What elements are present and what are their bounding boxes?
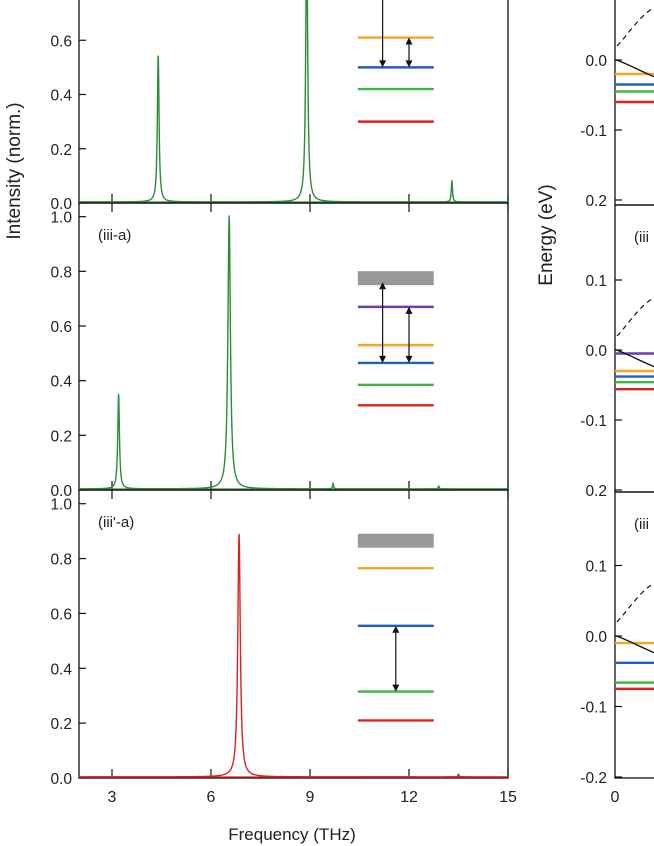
y-tick-label-right-mid: 0.1	[585, 273, 607, 290]
y-tick-label-iii'-a: 0.2	[50, 716, 72, 733]
y-tick-label-iii-a: 0.6	[50, 319, 72, 336]
y-tick-label-right-top: 0.2	[585, 193, 607, 210]
left-x-axis-label: Frequency (THz)	[228, 825, 356, 844]
panel-label-right-bottom: (iii	[634, 516, 649, 533]
arrow-head-iii'-a	[392, 625, 400, 633]
y-tick-label-iii'-a: 0.8	[50, 552, 72, 569]
arrow-head-iii-a	[405, 355, 413, 363]
x-tick-label-iii'-a: 12	[400, 789, 418, 806]
arrow-head-ii-a	[405, 60, 413, 68]
y-tick-label-right-top: -0.1	[580, 123, 607, 140]
plot-frame-right-bottom	[614, 491, 654, 779]
y-tick-label-iii-a: 0.8	[50, 264, 72, 281]
y-tick-label-iii-a: 0.4	[50, 374, 72, 391]
arrow-head-iii-a	[405, 306, 413, 314]
plot-frame-ii-a	[78, 0, 509, 204]
plot-frame-iii-a	[78, 202, 509, 491]
y-tick-label-right-mid: 0.0	[585, 343, 607, 360]
dispersion-solid-right-mid	[614, 348, 654, 368]
dispersion-dashed-right-mid	[616, 297, 654, 337]
x-tick-label-iii'-a: 9	[306, 789, 315, 806]
spectrum-line-iii-a	[79, 215, 508, 490]
y-tick-label-right-mid: -0.1	[580, 413, 607, 430]
right-y-axis-label: Energy (eV)	[536, 184, 557, 285]
panel-label-iii-a: (iii-a)	[98, 227, 131, 244]
arrow-head-iii-a	[379, 355, 387, 363]
y-tick-label-right-top: 0.0	[585, 53, 607, 70]
panel-label-right-mid: (iii	[634, 229, 649, 246]
y-tick-label-ii-a: 0.0	[50, 196, 72, 213]
x-tick-label-right-bottom: 0	[611, 789, 620, 806]
continuum-bar-iii'-a	[357, 533, 434, 548]
panel-label-iii'-a: (iii'-a)	[98, 514, 134, 531]
arrow-head-ii-a	[379, 60, 387, 68]
y-tick-label-iii'-a: 0.0	[50, 771, 72, 788]
y-tick-label-iii'-a: 1.0	[50, 497, 72, 514]
x-tick-label-iii'-a: 3	[108, 789, 117, 806]
y-tick-label-right-mid: 0.2	[585, 483, 607, 500]
y-tick-label-ii-a: 0.2	[50, 142, 72, 159]
y-tick-label-ii-a: 0.6	[50, 33, 72, 50]
dispersion-solid-right-bottom	[614, 634, 654, 654]
y-tick-label-iii-a: 0.0	[50, 483, 72, 500]
x-tick-label-iii'-a: 15	[499, 789, 517, 806]
y-tick-label-iii'-a: 0.4	[50, 661, 72, 678]
y-tick-label-right-bottom: -0.2	[580, 770, 607, 787]
continuum-bar-iii-a	[357, 271, 434, 286]
x-tick-label-iii'-a: 6	[207, 789, 216, 806]
dispersion-solid-right-top	[614, 58, 654, 78]
dispersion-dashed-right-bottom	[616, 582, 654, 623]
spectrum-line-iii'-a	[79, 533, 508, 778]
y-tick-label-iii-a: 0.2	[50, 428, 72, 445]
arrow-head-ii-a	[405, 37, 413, 45]
left-y-axis-label: Intensity (norm.)	[4, 102, 25, 239]
y-tick-label-ii-a: 0.4	[50, 88, 72, 105]
dispersion-dashed-right-top	[616, 7, 654, 47]
y-tick-label-right-bottom: -0.1	[580, 700, 607, 717]
plot-frame-right-mid	[614, 204, 654, 493]
y-tick-label-iii-a: 1.0	[50, 210, 72, 227]
arrow-head-iii-a	[379, 282, 387, 290]
y-tick-label-iii'-a: 0.6	[50, 606, 72, 623]
arrow-head-iii'-a	[392, 684, 400, 692]
spectrum-line-ii-a	[79, 0, 508, 203]
plot-frame-iii'-a	[78, 489, 509, 779]
y-tick-label-right-bottom: 0.0	[585, 629, 607, 646]
y-tick-label-right-bottom: 0.1	[585, 559, 607, 576]
